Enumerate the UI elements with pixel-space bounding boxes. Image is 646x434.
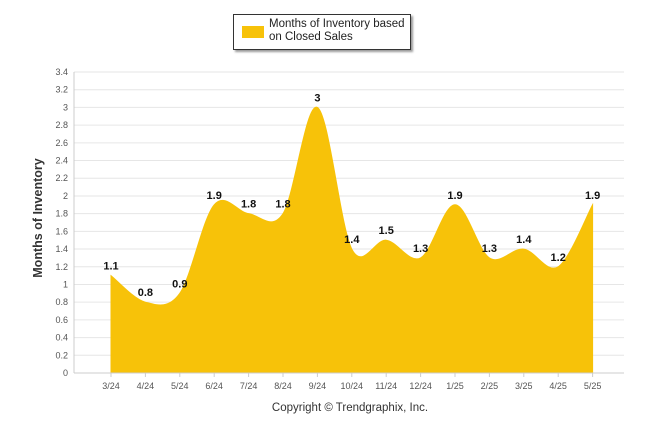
y-tick-label: 1 (63, 279, 68, 289)
data-label: 1.4 (516, 234, 532, 246)
data-label: 1.9 (585, 190, 600, 202)
y-tick-label: 2.4 (55, 156, 68, 166)
data-label: 1.8 (241, 199, 256, 211)
y-tick-label: 2 (63, 191, 68, 201)
x-tick-label: 1/25 (446, 381, 464, 391)
y-tick-label: 2.2 (55, 173, 68, 183)
data-labels: 1.1 0.8 0.9 1.9 1.8 1.8 3 1.4 1.5 1.3 1.9 1.3 1.4 1.2… (103, 92, 600, 299)
y-tick-label: 3.4 (55, 67, 68, 77)
x-tick-label: 10/24 (341, 381, 364, 391)
y-tick-label: 0.8 (55, 297, 68, 307)
data-label: 1.2 (551, 252, 566, 264)
x-tick-label: 5/25 (584, 381, 602, 391)
y-tick-label: 3.2 (55, 85, 68, 95)
grid-lines (74, 71, 624, 374)
data-label: 1.3 (413, 243, 428, 255)
x-tick-label: 11/24 (375, 381, 397, 391)
y-tick-label: 0.6 (55, 315, 68, 325)
x-tick-label: 4/24 (137, 381, 155, 391)
x-tick-labels: 3/24 4/24 5/24 6/24 7/24 8/24 9/24 10/24 11/24 12… (102, 373, 601, 391)
legend: Months of Inventory based on Closed Sale… (233, 14, 411, 50)
y-tick-label: 1.2 (55, 262, 68, 272)
y-tick-label: 1.4 (55, 244, 68, 254)
data-label: 3 (314, 92, 320, 104)
data-label: 1.5 (379, 225, 394, 237)
x-tick-label: 9/24 (309, 381, 327, 391)
x-tick-label: 7/24 (240, 381, 258, 391)
data-label: 1.9 (207, 190, 222, 202)
y-tick-label: 2.8 (55, 120, 68, 130)
x-tick-label: 6/24 (205, 381, 223, 391)
data-label: 1.3 (482, 243, 497, 255)
x-tick-label: 5/24 (171, 381, 189, 391)
x-tick-label: 12/24 (409, 381, 432, 391)
x-tick-label: 4/25 (549, 381, 567, 391)
y-tick-label: 3 (63, 102, 68, 112)
legend-label: Months of Inventory based on Closed Sale… (269, 18, 405, 43)
data-label: 0.8 (138, 287, 153, 299)
data-label: 0.9 (172, 278, 187, 290)
axes (73, 72, 624, 374)
data-label: 1.1 (103, 261, 118, 273)
x-tick-label: 3/24 (102, 381, 120, 391)
data-label: 1.4 (344, 234, 360, 246)
y-tick-labels: 0 0.2 0.4 0.6 0.8 1 1.2 1.4 1.6 1.8 2 2.2 2.4 2.6 2.8 3… (55, 67, 68, 378)
y-tick-label: 1.8 (55, 209, 68, 219)
area-series (110, 106, 594, 374)
area-fill (110, 106, 594, 374)
y-tick-label: 1.6 (55, 226, 68, 236)
data-label: 1.8 (275, 199, 290, 211)
x-tick-label: 8/24 (274, 381, 292, 391)
copyright-text: Copyright © Trendgraphix, Inc. (271, 402, 429, 414)
y-axis-title: Months of Inventory (31, 158, 45, 278)
y-tick-label: 0.4 (55, 333, 68, 343)
data-label: 1.9 (447, 190, 462, 202)
y-tick-label: 2.6 (55, 138, 68, 148)
x-tick-label: 2/25 (481, 381, 499, 391)
x-tick-label: 3/25 (515, 381, 533, 391)
y-tick-label: 0 (63, 368, 68, 378)
legend-swatch (242, 26, 264, 38)
y-tick-label: 0.2 (55, 350, 68, 360)
